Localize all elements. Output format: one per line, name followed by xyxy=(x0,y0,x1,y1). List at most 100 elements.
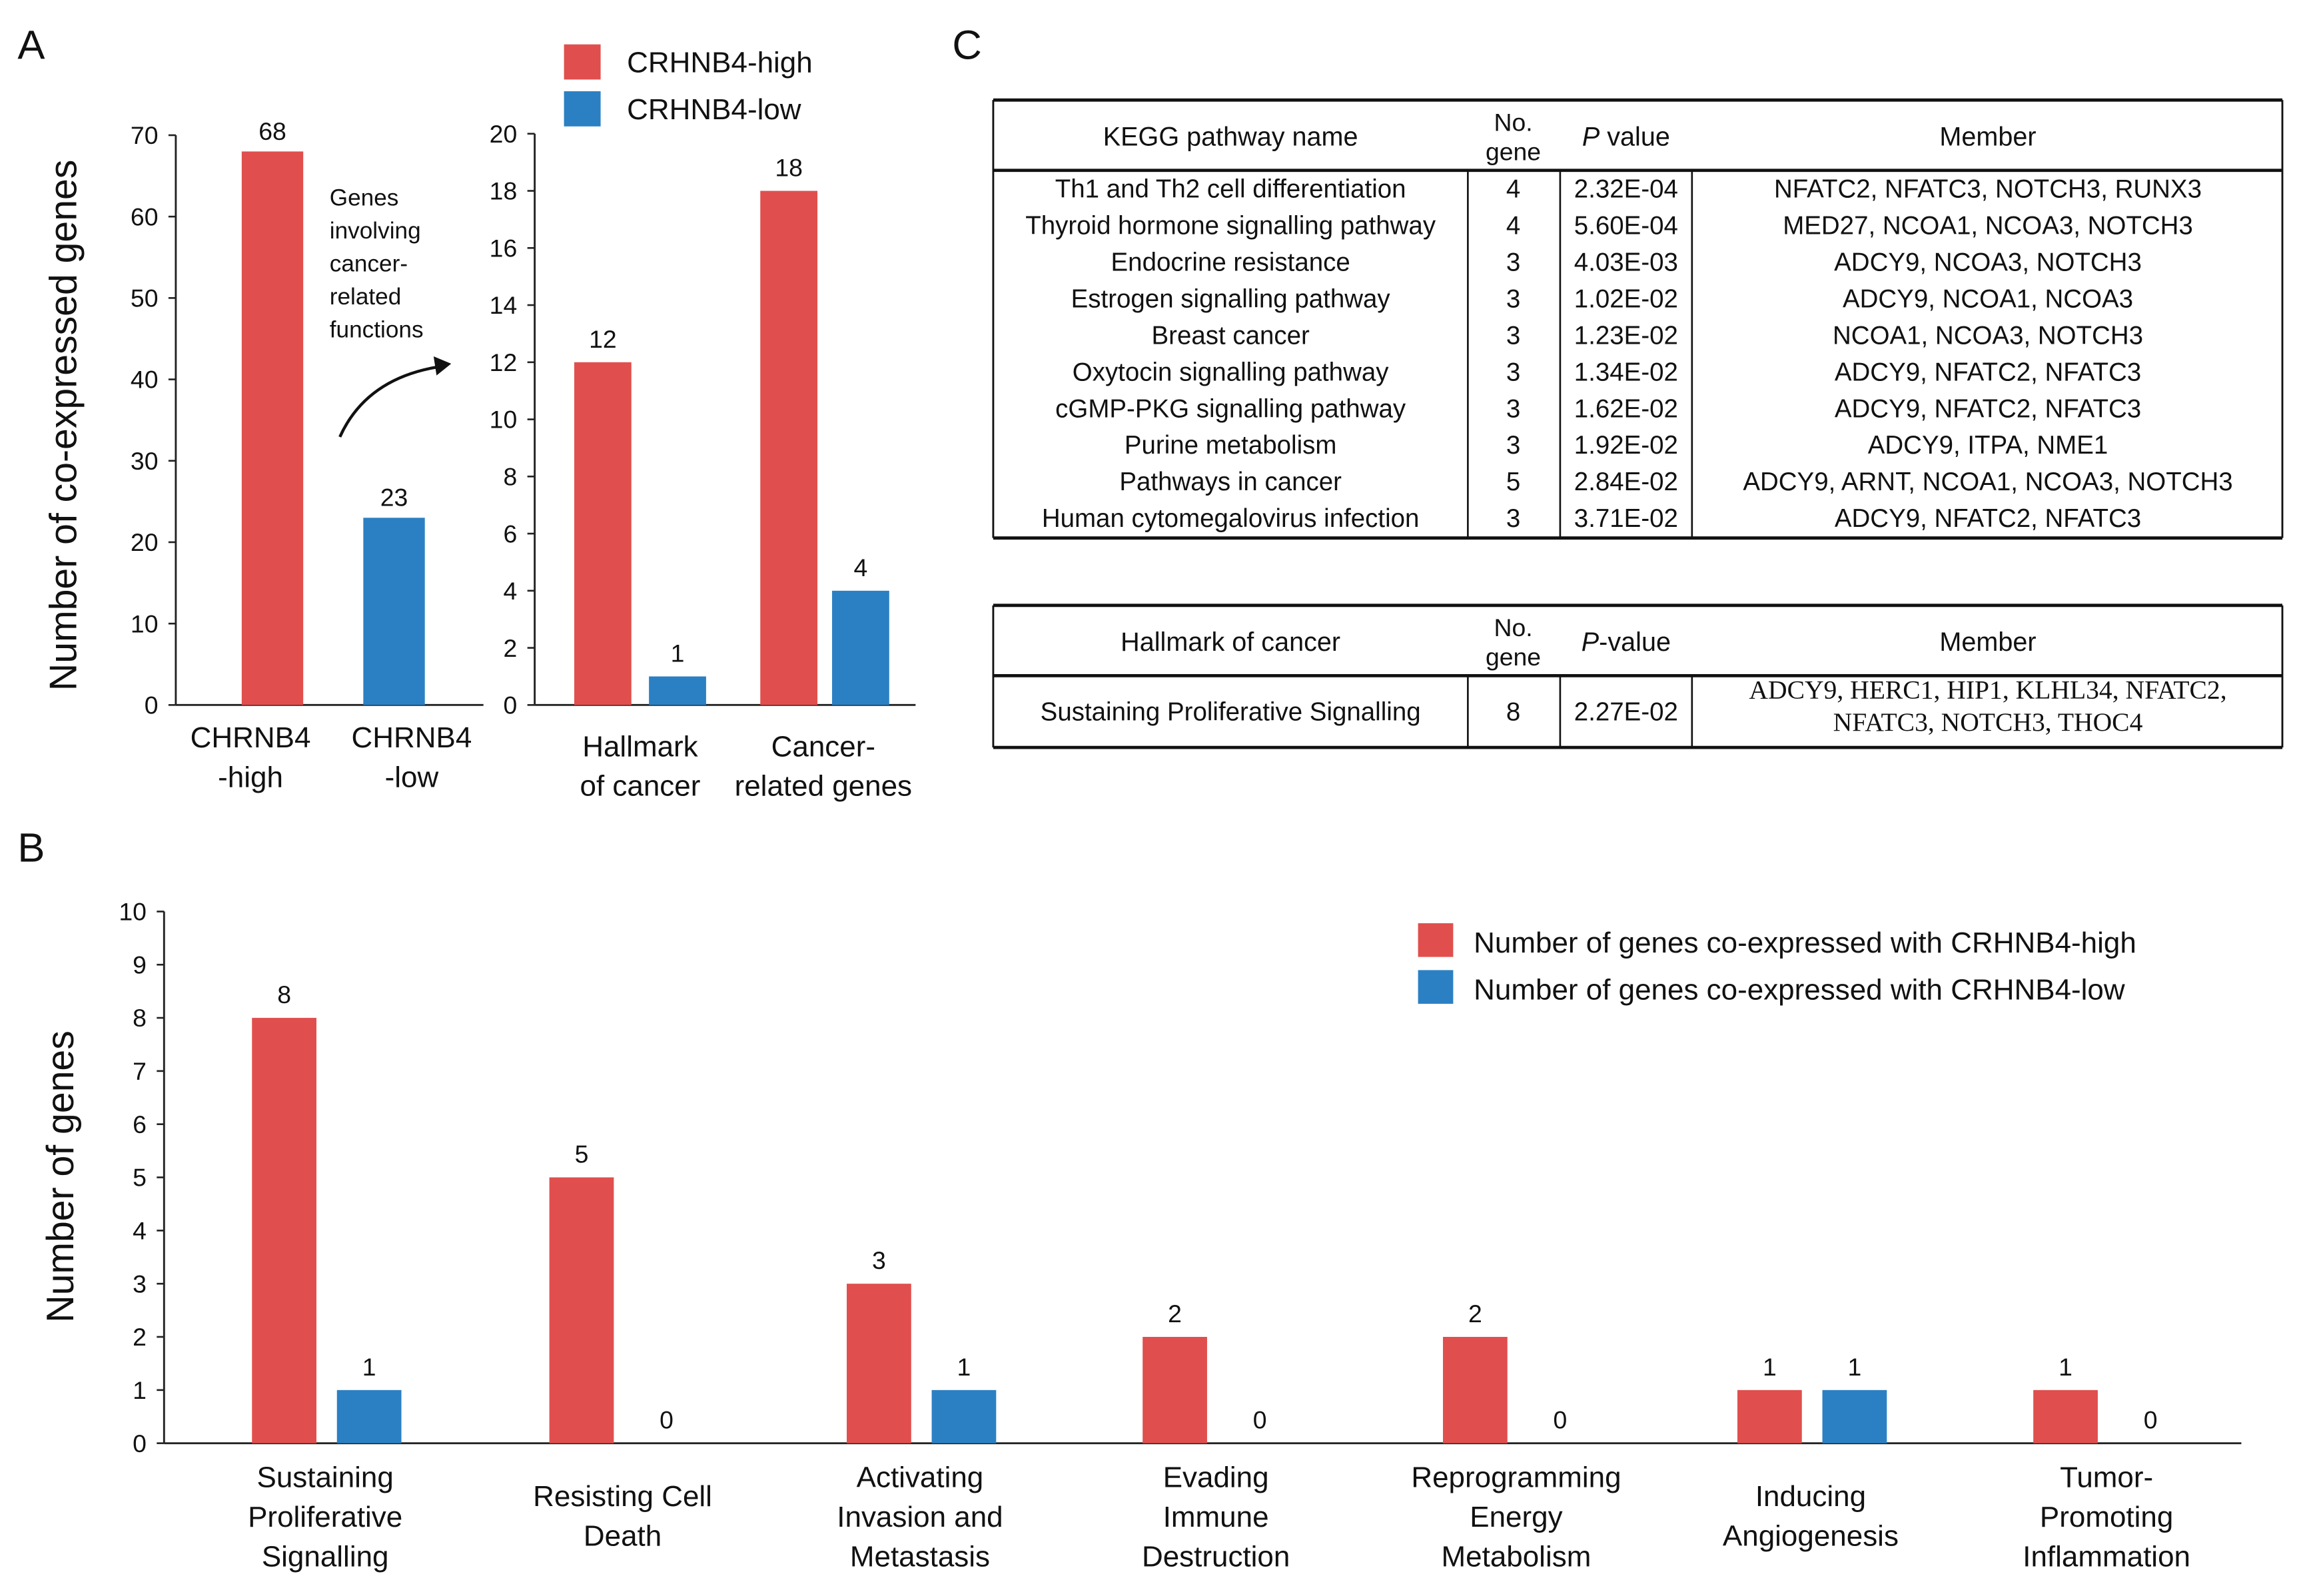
x-category-label: -high xyxy=(218,761,283,794)
y-tick-label: 7 xyxy=(133,1057,147,1085)
table-cell: 1.34E-02 xyxy=(1574,358,1678,386)
y-tick-label: 2 xyxy=(133,1323,147,1351)
bar xyxy=(2033,1390,2098,1443)
bar xyxy=(847,1284,911,1443)
bar-value-label: 18 xyxy=(775,154,803,182)
table-cell: 2.32E-04 xyxy=(1574,175,1678,203)
legend-label: Number of genes co-expressed with CRHNB4… xyxy=(1474,927,2136,959)
kegg-table: KEGG pathway name No.gene P value Member Th1… xyxy=(992,98,2284,540)
table-header: gene xyxy=(1486,643,1541,671)
table-cell: 3 xyxy=(1506,248,1520,276)
legend-label: CRHNB4-low xyxy=(627,93,801,126)
table-cell: MED27, NCOA1, NCOA3, NOTCH3 xyxy=(1783,211,2193,240)
table-header: No. xyxy=(1494,613,1532,641)
table-cell: 4 xyxy=(1506,175,1520,203)
y-tick-label: 50 xyxy=(131,284,159,312)
y-tick-label: 30 xyxy=(131,447,159,475)
y-tick-label: 8 xyxy=(133,1004,147,1032)
bar xyxy=(760,191,818,705)
x-category-label: Promoting xyxy=(2040,1501,2173,1533)
arrowhead-icon xyxy=(433,356,452,376)
table-cell: ADCY9, ARNT, NCOA1, NCOA3, NOTCH3 xyxy=(1743,468,2232,496)
x-category-label: Destruction xyxy=(1142,1540,1290,1573)
panel-label-a: A xyxy=(17,23,45,69)
y-tick-label: 20 xyxy=(131,528,159,556)
table-cell: cGMP-PKG signalling pathway xyxy=(1055,394,1406,423)
table-header: Hallmark of cancer xyxy=(1121,627,1340,657)
bar xyxy=(336,1390,402,1443)
table-header: P-value xyxy=(1582,627,1671,657)
y-tick-label: 10 xyxy=(119,898,147,926)
y-tick-label: 1 xyxy=(133,1376,147,1404)
table-cell: 3 xyxy=(1506,321,1520,350)
p-suffix: value xyxy=(1600,122,1670,151)
x-category-label: -low xyxy=(385,761,439,794)
p-italic: P xyxy=(1582,122,1600,151)
y-tick-label: 0 xyxy=(503,691,517,719)
table-header: KEGG pathway name xyxy=(1103,122,1358,151)
legend-swatch xyxy=(564,91,601,127)
annotation-text: cancer- xyxy=(330,250,408,276)
y-tick-label: 0 xyxy=(133,1429,147,1457)
y-tick-label: 6 xyxy=(503,520,517,548)
table-cell: Human cytomegalovirus infection xyxy=(1042,504,1420,533)
y-tick-label: 9 xyxy=(133,951,147,979)
bar-value-label: 1 xyxy=(1848,1353,1862,1381)
y-tick-label: 4 xyxy=(503,577,517,605)
bar-value-label: 1 xyxy=(1763,1353,1777,1381)
y-tick-label: 2 xyxy=(503,634,517,662)
x-category-label: Angiogenesis xyxy=(1723,1520,1899,1553)
x-category-label: Activating xyxy=(857,1461,984,1494)
table-header: Member xyxy=(1939,627,2036,657)
legend-label: CRHNB4-high xyxy=(627,46,813,79)
x-category-label: Sustaining xyxy=(257,1461,394,1494)
y-tick-label: 20 xyxy=(490,120,518,148)
table-cell: NCOA1, NCOA3, NOTCH3 xyxy=(1833,321,2143,350)
table-cell: 4 xyxy=(1506,211,1520,240)
x-category-label: Metastasis xyxy=(850,1540,990,1573)
x-category-label: Signalling xyxy=(262,1540,389,1573)
table-cell: 3 xyxy=(1506,504,1520,533)
p-suffix: -value xyxy=(1599,627,1671,657)
table-cell: 1.92E-02 xyxy=(1574,431,1678,460)
table-cell: Breast cancer xyxy=(1151,321,1310,350)
x-category-label: Hallmark xyxy=(582,730,698,763)
table-cell: Endocrine resistance xyxy=(1111,248,1350,276)
bar xyxy=(549,1177,614,1443)
table-cell: ADCY9, NCOA3, NOTCH3 xyxy=(1834,248,2142,276)
x-category-label: Inflammation xyxy=(2023,1540,2190,1573)
y-axis-label: Number of co-expressed genes xyxy=(42,160,85,691)
table-cell: 8 xyxy=(1506,697,1520,726)
table-cell: ADCY9, NFATC2, NFATC3 xyxy=(1835,504,2141,533)
y-tick-label: 14 xyxy=(490,291,518,319)
annotation-text: Genes xyxy=(330,185,399,211)
x-category-label: Reprogramming xyxy=(1411,1461,1621,1494)
bar-value-label: 3 xyxy=(872,1246,886,1274)
table-cell: 3 xyxy=(1506,431,1520,460)
legend-swatch xyxy=(564,44,601,80)
legend-label: Number of genes co-expressed with CRHNB4… xyxy=(1474,973,2125,1006)
x-category-label: CHRNB4 xyxy=(191,721,311,754)
y-tick-label: 8 xyxy=(503,463,517,491)
y-tick-label: 18 xyxy=(490,177,518,205)
table-header: P value xyxy=(1582,122,1670,151)
table-cell: 1.23E-02 xyxy=(1574,321,1678,350)
y-tick-label: 16 xyxy=(490,234,518,262)
x-category-label: of cancer xyxy=(580,770,701,803)
bar xyxy=(649,676,706,705)
y-tick-label: 3 xyxy=(133,1270,147,1298)
bar-value-label: 4 xyxy=(854,554,868,582)
y-tick-label: 5 xyxy=(133,1164,147,1192)
annotation-arrow xyxy=(338,365,440,438)
x-category-label: Death xyxy=(584,1520,662,1553)
table-cell: Purine metabolism xyxy=(1125,431,1337,460)
y-tick-label: 4 xyxy=(133,1217,147,1245)
bar-value-label: 0 xyxy=(660,1406,674,1434)
bar-value-label: 68 xyxy=(258,117,286,145)
table-cell: ADCY9, HERC1, HIP1, KLHL34, NFATC2, xyxy=(1749,675,2226,704)
annotation-text: functions xyxy=(330,316,424,342)
y-tick-label: 60 xyxy=(131,202,159,230)
table-cell: Sustaining Proliferative Signalling xyxy=(1041,697,1421,726)
